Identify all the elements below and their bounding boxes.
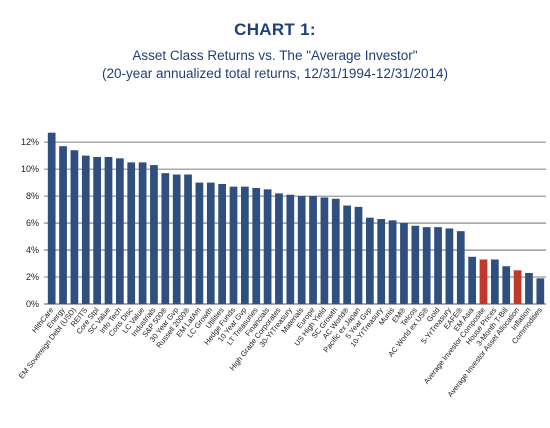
bar — [525, 272, 533, 304]
bar — [434, 227, 442, 304]
chart-number: CHART 1: — [234, 20, 316, 39]
bar — [218, 183, 226, 304]
bar — [81, 155, 90, 304]
bar — [377, 219, 386, 304]
bar — [502, 266, 511, 304]
bar — [400, 223, 408, 304]
y-tick-label: 8% — [26, 191, 39, 201]
bar — [59, 146, 67, 304]
bar — [241, 186, 249, 304]
y-tick-label: 4% — [26, 245, 39, 255]
bar — [104, 156, 113, 304]
bar — [172, 174, 181, 304]
chart-subtitle: (20-year annualized total returns, 12/31… — [102, 66, 448, 81]
bar — [206, 182, 215, 304]
bar — [331, 198, 340, 304]
bar — [195, 182, 204, 304]
bar — [309, 196, 317, 304]
bar — [93, 156, 101, 304]
bar — [445, 228, 454, 304]
y-tick-label: 10% — [21, 164, 39, 174]
bar — [150, 165, 158, 304]
bar — [263, 189, 272, 304]
bar — [47, 132, 56, 304]
bar — [468, 256, 476, 304]
bar — [354, 206, 363, 304]
bar — [138, 162, 147, 304]
bar — [366, 217, 374, 304]
bar — [456, 231, 465, 304]
y-tick-label: 6% — [26, 218, 39, 228]
bar — [275, 193, 283, 304]
bar — [343, 205, 351, 304]
chart-header: CHART 1: Asset Class Returns vs. The "Av… — [0, 20, 550, 81]
chart-title: Asset Class Returns vs. The "Average Inv… — [132, 48, 418, 63]
bar — [252, 188, 261, 304]
bar — [70, 150, 79, 304]
bar — [184, 174, 192, 304]
bar — [229, 186, 238, 304]
y-tick-label: 0% — [26, 299, 39, 309]
bar — [286, 194, 295, 304]
bar — [388, 220, 397, 304]
bar — [536, 278, 545, 304]
bar — [127, 162, 136, 304]
bar — [116, 158, 124, 304]
bar — [320, 197, 329, 304]
bar — [491, 259, 499, 304]
bar — [422, 227, 431, 304]
bar — [297, 196, 306, 304]
y-tick-label: 2% — [26, 272, 39, 282]
bar — [479, 259, 488, 304]
bar — [411, 225, 420, 304]
y-tick-label: 12% — [21, 137, 39, 147]
bar — [161, 173, 170, 304]
bar — [513, 270, 522, 304]
